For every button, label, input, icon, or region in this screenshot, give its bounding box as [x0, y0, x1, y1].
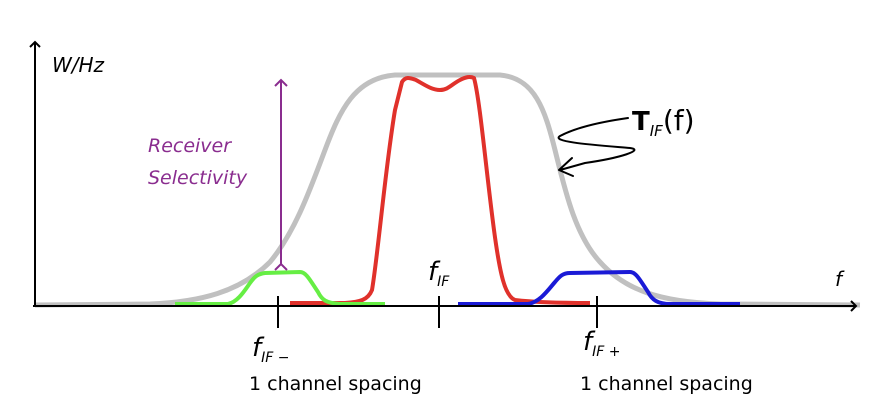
lower-channel-spacing-label: 1 channel spacing	[249, 373, 422, 395]
receiver-selectivity-label: Receiver Selectivity	[148, 135, 248, 189]
filter-response-label: TIF(f)	[632, 104, 695, 140]
desired-channel-spectrum	[290, 74, 591, 305]
lower-channel-frequency-label: fIF −	[252, 333, 290, 366]
if-center-frequency-label: fIF	[428, 257, 450, 290]
x-axis-label: f	[835, 267, 845, 291]
upper-channel-spacing-label: 1 channel spacing	[580, 373, 753, 395]
y-axis-label: W/Hz	[52, 53, 105, 77]
upper-channel-frequency-label: fIF +	[583, 327, 621, 360]
filter-label-pointer	[557, 117, 636, 177]
lower-adjacent-channel-spectrum	[175, 270, 385, 306]
if-filter-response-curve	[34, 72, 861, 308]
upper-adjacent-channel-spectrum	[458, 270, 740, 306]
